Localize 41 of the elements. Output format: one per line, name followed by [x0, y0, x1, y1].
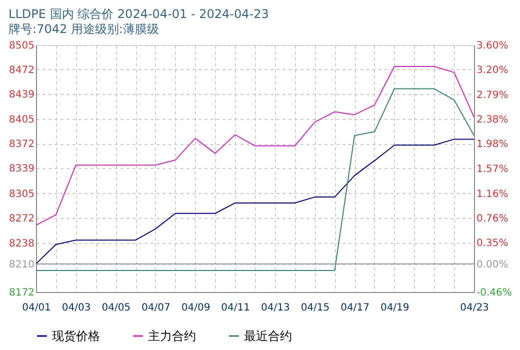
x-tick-label: 04/05 [102, 302, 131, 314]
chart-title: LLDPE 国内 综合价 2024-04-01 - 2024-04-23 [8, 7, 269, 21]
y2-tick-label: 2.79% [476, 90, 508, 101]
line-series [36, 88, 474, 271]
y2-tick-label: -0.46% [476, 288, 512, 298]
y-tick-label: 8339 [9, 164, 34, 175]
y2-tick-label: 1.98% [476, 139, 508, 150]
legend-label: 主力合约 [148, 329, 196, 343]
x-tick-label: 04/23 [460, 302, 489, 314]
y2-tick-label: 3.20% [476, 64, 508, 76]
line-series [36, 138, 474, 264]
legend-label: 现货价格 [52, 329, 100, 343]
y-tick-label: 8305 [9, 188, 34, 200]
y-tick-label: 8172 [9, 288, 34, 298]
y2-tick-label: 0.35% [476, 238, 508, 250]
legend-label: 最近合约 [244, 329, 292, 343]
y-tick-label: 8272 [9, 213, 34, 224]
y-tick-label: 8210 [9, 259, 34, 270]
y-tick-label: 8439 [9, 89, 34, 100]
y2-tick-label: 1.57% [476, 164, 508, 175]
y-tick-label: 8372 [9, 139, 34, 150]
y-tick-label: 8505 [9, 40, 34, 52]
x-tick-label: 04/15 [300, 302, 330, 314]
x-tick-label: 04/07 [142, 302, 170, 314]
x-tick-label: 04/09 [181, 302, 210, 314]
y2-tick-label: 0.76% [476, 213, 508, 224]
y2-tick-label: 2.38% [476, 114, 508, 126]
x-tick-label: 04/13 [260, 302, 290, 314]
y2-tick-label: 3.60% [476, 40, 508, 52]
x-tick-label: 04/03 [62, 302, 91, 314]
chart-subtitle: 牌号:7042 用途级别:薄膜级 [8, 22, 160, 36]
line-series [36, 66, 474, 226]
y-tick-label: 8405 [9, 114, 34, 126]
x-tick-label: 04/19 [380, 302, 410, 314]
x-tick-label: 04/11 [221, 302, 250, 314]
x-tick-label: 04/17 [340, 302, 370, 314]
y-tick-label: 8238 [9, 238, 34, 250]
y2-tick-label: 1.16% [476, 188, 508, 200]
y2-tick-label: 0.00% [476, 260, 508, 271]
x-tick-label: 04/01 [22, 302, 51, 314]
y-tick-label: 8472 [9, 64, 34, 76]
